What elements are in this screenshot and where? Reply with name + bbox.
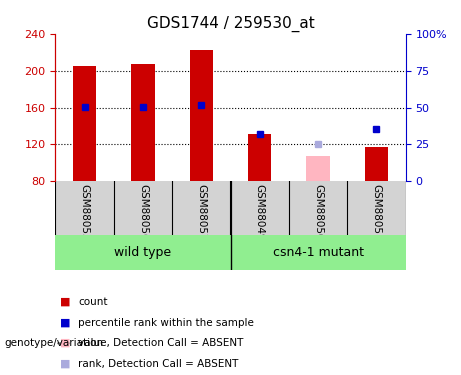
Bar (248, 134, 272, 182)
Text: GSM88056: GSM88056 (138, 184, 148, 241)
Bar (307, 156, 330, 182)
Text: csn4-1 mutant: csn4-1 mutant (272, 246, 364, 259)
Bar (131, 64, 154, 182)
Text: percentile rank within the sample: percentile rank within the sample (78, 318, 254, 327)
Text: GSM88049: GSM88049 (254, 184, 265, 241)
Text: ■: ■ (60, 338, 71, 348)
Bar (365, 147, 388, 182)
Text: GSM88051: GSM88051 (372, 184, 382, 241)
Text: rank, Detection Call = ABSENT: rank, Detection Call = ABSENT (78, 359, 239, 369)
Text: ■: ■ (60, 359, 71, 369)
Bar (73, 66, 96, 182)
Text: count: count (78, 297, 108, 307)
Text: wild type: wild type (114, 246, 171, 259)
Text: GSM88050: GSM88050 (313, 184, 323, 241)
Text: GSM88055: GSM88055 (79, 184, 89, 241)
Text: ■: ■ (60, 297, 71, 307)
Bar (189, 50, 213, 182)
Text: value, Detection Call = ABSENT: value, Detection Call = ABSENT (78, 338, 244, 348)
Text: GSM88057: GSM88057 (196, 184, 207, 241)
Text: ■: ■ (60, 318, 71, 327)
Text: genotype/variation: genotype/variation (5, 338, 104, 348)
Title: GDS1744 / 259530_at: GDS1744 / 259530_at (147, 16, 314, 32)
